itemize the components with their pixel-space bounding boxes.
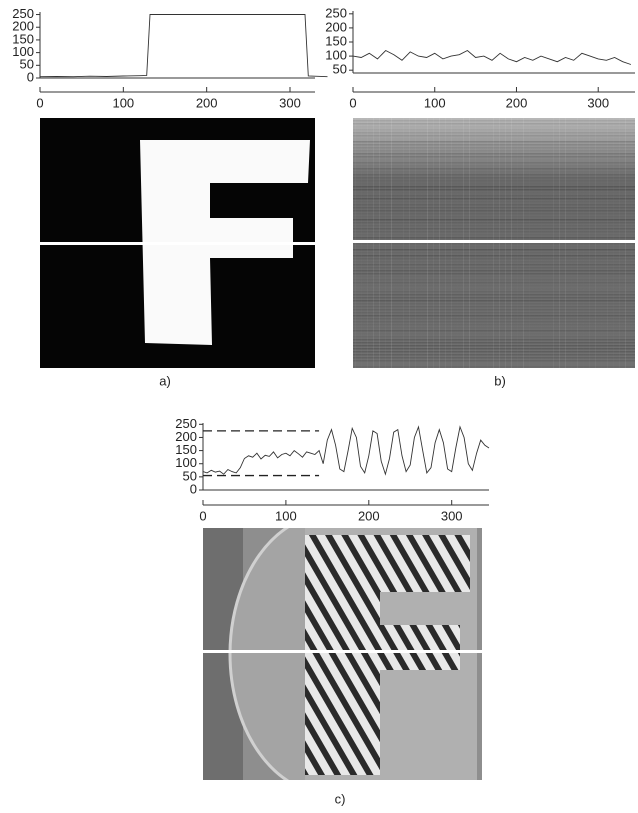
panel-caption: a)	[159, 373, 171, 388]
x-tick-label: 200	[358, 508, 380, 523]
y-tick-label: 200	[175, 429, 197, 444]
x-tick-label: 100	[275, 508, 297, 523]
y-tick-label: 50	[183, 468, 197, 483]
panel-caption: b)	[494, 373, 506, 388]
figure: 0501001502002500100200300a)5010015020025…	[0, 0, 638, 813]
x-tick-label: 100	[112, 95, 134, 110]
x-tick-label: 200	[506, 95, 528, 110]
profile-line	[40, 15, 328, 77]
image-b	[353, 118, 635, 368]
y-tick-label: 250	[325, 5, 347, 20]
image-a	[40, 118, 315, 368]
y-tick-label: 0	[190, 481, 197, 496]
profile-line	[203, 427, 489, 474]
x-tick-label: 200	[196, 95, 218, 110]
x-tick-label: 300	[441, 508, 463, 523]
profile-line	[353, 51, 631, 65]
scan-line	[353, 240, 635, 243]
y-tick-label: 150	[175, 442, 197, 457]
y-tick-label: 250	[175, 416, 197, 431]
x-tick-label: 0	[199, 508, 206, 523]
x-tick-label: 0	[349, 95, 356, 110]
image-c	[203, 514, 482, 794]
y-tick-label: 250	[12, 6, 34, 21]
y-tick-label: 50	[333, 62, 347, 77]
y-tick-label: 100	[175, 455, 197, 470]
x-tick-label: 0	[36, 95, 43, 110]
x-tick-label: 300	[279, 95, 301, 110]
y-tick-label: 200	[325, 19, 347, 34]
x-tick-label: 300	[587, 95, 609, 110]
panel-caption: c)	[335, 791, 346, 806]
x-tick-label: 100	[424, 95, 446, 110]
y-tick-label: 100	[325, 48, 347, 63]
y-tick-label: 150	[325, 33, 347, 48]
